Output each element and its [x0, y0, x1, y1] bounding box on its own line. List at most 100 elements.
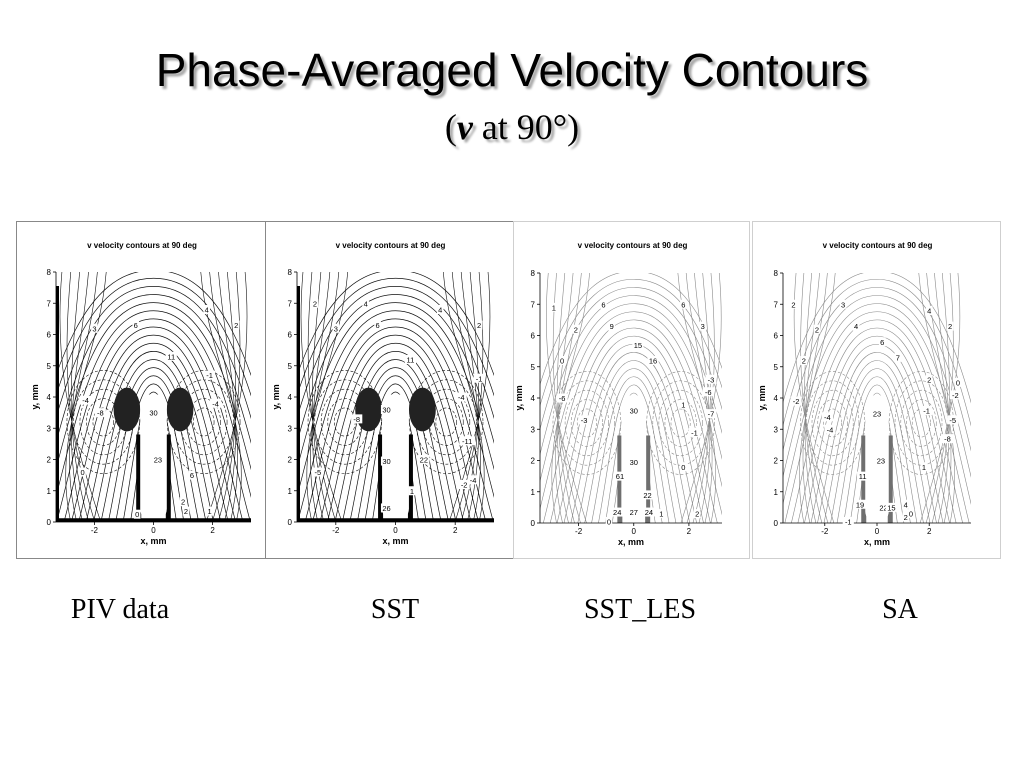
contour-field [56, 272, 251, 522]
contour-line [218, 272, 236, 522]
contour-line [312, 272, 331, 522]
positive-contours [297, 272, 494, 522]
negative-contour-line [409, 370, 484, 474]
contour-label-bg [842, 516, 854, 526]
contour-label: -4 [470, 476, 477, 485]
contour-line [934, 273, 950, 523]
y-tick-label: 8 [774, 269, 779, 278]
jet-wall-right [887, 435, 893, 523]
y-axis-label: y, mm [757, 385, 767, 410]
x-tick-label: 2 [210, 526, 215, 535]
shear-layer-left [113, 387, 141, 432]
contour-panel-piv: v velocity contours at 90 deg 0 1 2 3 4 5 6 7 8 -2… [16, 221, 266, 559]
contour-line [843, 384, 911, 523]
contour-label-bg [813, 324, 821, 334]
contour-label-bg [702, 387, 714, 397]
plot-title: v velocity contours at 90 deg [823, 241, 933, 250]
contour-line [297, 294, 494, 444]
contour-label: 6 [880, 338, 884, 347]
contour-label: 15 [634, 341, 642, 350]
contour-label: 22 [420, 456, 428, 465]
negative-contour-line [180, 388, 228, 456]
contour-label-bg [475, 320, 483, 330]
contour-line [342, 367, 449, 522]
contour-label: 3 [841, 300, 845, 309]
contour-line [211, 272, 241, 522]
negative-contour-line [415, 379, 477, 465]
y-tick-label: 3 [47, 424, 52, 433]
contour-label-bg [558, 356, 566, 365]
contour-label: 11 [167, 352, 175, 361]
x-tick-label: -2 [821, 527, 829, 536]
contour-label-bg [854, 499, 866, 509]
contour-label: 2 [181, 498, 185, 507]
x-tick-label: 2 [927, 527, 932, 536]
contour-label-bg [79, 467, 86, 477]
y-axis-label: y, mm [514, 385, 524, 410]
contour-label-bg [611, 507, 623, 517]
contour-label: -3 [581, 416, 588, 425]
contour-label: 1 [922, 463, 926, 472]
contour-line [100, 367, 207, 522]
contour-line [918, 273, 956, 523]
left-boundary [297, 286, 300, 522]
y-tick-label: 4 [47, 393, 52, 402]
contour-line [364, 391, 427, 522]
contour-line [783, 295, 971, 478]
y-tick-label: 3 [774, 425, 779, 434]
y-tick-label: 6 [774, 332, 779, 341]
contour-line [802, 273, 828, 523]
contour-label-bg [628, 507, 640, 517]
contour-line [56, 318, 251, 522]
contour-label: 0 [681, 463, 685, 472]
contour-line [209, 272, 239, 522]
caption-piv: PIV data [70, 594, 170, 625]
contour-label: 30 [630, 407, 638, 416]
contour-label-bg [925, 306, 933, 315]
contour-label: 16 [649, 357, 657, 366]
contour-line [310, 272, 340, 522]
contour-line [784, 311, 970, 523]
contour-label-bg [705, 374, 717, 384]
contour-label: 30 [382, 406, 390, 415]
contour-line [798, 273, 836, 523]
contour-label: 2 [184, 507, 188, 516]
contour-label-bg [693, 509, 701, 519]
contour-label-bg [925, 374, 933, 384]
x-tick-label: 0 [632, 527, 637, 536]
contour-label: 4 [364, 299, 368, 308]
left-boundary [56, 286, 59, 522]
contour-line [546, 273, 587, 523]
contour-label-bg [351, 414, 363, 424]
contour-label-bg [209, 398, 222, 408]
y-tick-label: 2 [531, 457, 536, 466]
contour-label: 24 [645, 508, 653, 517]
contour-line [540, 295, 722, 456]
contour-line [300, 272, 343, 522]
contour-label-bg [458, 480, 470, 489]
contour-label: 1 [552, 303, 556, 312]
contour-label: 2 [695, 510, 699, 519]
negative-contour-line [670, 408, 691, 438]
shear-layer-left [355, 387, 383, 432]
contour-label-bg [902, 512, 910, 522]
contour-label: 23 [154, 456, 162, 465]
y-axis-label: y, mm [271, 384, 281, 409]
contour-line [68, 272, 98, 522]
contour-label-bg [885, 502, 897, 512]
contour-label-bg [188, 470, 196, 480]
contour-label: 6 [134, 321, 138, 330]
contour-label: -4 [824, 413, 831, 422]
contour-label: -1 [476, 374, 483, 383]
negative-contour-line [422, 388, 471, 456]
contour-label: 1 [659, 510, 663, 519]
contour-line [70, 272, 90, 522]
y-tick-label: 8 [47, 268, 52, 277]
contour-plot-sa: v velocity contours at 90 deg012345678-2… [757, 241, 971, 547]
contour-label: 1 [208, 507, 212, 516]
contour-line [85, 351, 222, 522]
contour-plot-sst-les: v velocity contours at 90 deg 0 1 2 3 4 5 6 7 8 -2… [514, 241, 722, 547]
contour-label-bg [680, 299, 687, 309]
negative-contour-line [911, 408, 931, 438]
y-tick-label: 7 [531, 300, 536, 309]
